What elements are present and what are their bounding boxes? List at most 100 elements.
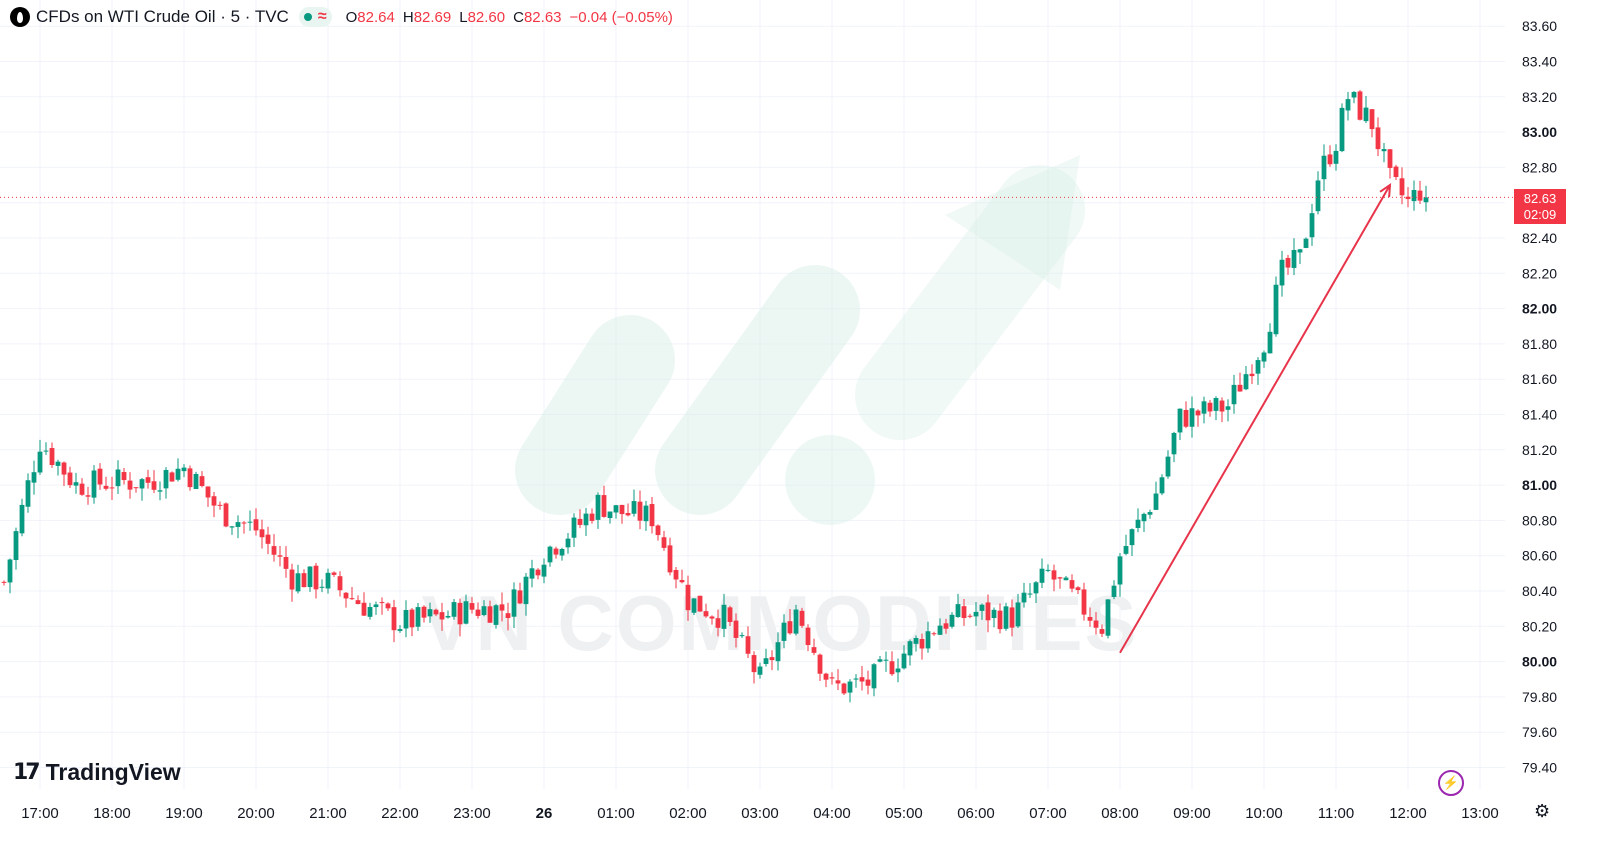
candle-body bbox=[517, 590, 523, 604]
candle-body bbox=[415, 607, 421, 627]
candle-body bbox=[589, 513, 595, 521]
time-tick-label: 21:00 bbox=[309, 805, 347, 822]
candle-body bbox=[967, 615, 973, 617]
candle-body bbox=[31, 472, 37, 483]
candle-body bbox=[1297, 249, 1303, 253]
candle-body bbox=[757, 666, 763, 675]
close-label: C bbox=[513, 8, 524, 26]
tradingview-logo[interactable]: 17 TradingView bbox=[13, 759, 181, 786]
time-tick-label: 04:00 bbox=[813, 805, 851, 822]
candle-body bbox=[1051, 570, 1057, 580]
time-tick-label: 18:00 bbox=[93, 805, 131, 822]
candle-body bbox=[745, 636, 751, 654]
candle-body bbox=[847, 681, 853, 693]
candle-body bbox=[43, 450, 49, 452]
candle-body bbox=[463, 601, 469, 624]
candle-body bbox=[709, 616, 715, 619]
annotation-arrow-line bbox=[1119, 184, 1391, 654]
candle-body bbox=[823, 673, 829, 680]
candle-body bbox=[121, 472, 127, 481]
candle-body bbox=[1225, 406, 1231, 410]
annotation-layer bbox=[1119, 183, 1392, 654]
candle-body bbox=[541, 564, 547, 577]
candle-body bbox=[1129, 529, 1135, 546]
candle-body bbox=[439, 612, 445, 620]
candle-body bbox=[1141, 513, 1147, 522]
candle-body bbox=[481, 606, 487, 616]
gear-icon[interactable]: ⚙ bbox=[1534, 801, 1551, 821]
candle-body bbox=[661, 537, 667, 548]
candle-body bbox=[727, 607, 733, 622]
symbol-title[interactable]: CFDs on WTI Crude Oil · 5 · TVC bbox=[36, 7, 289, 26]
candle-body bbox=[151, 481, 157, 490]
lightning-icon[interactable]: ⚡ bbox=[1438, 770, 1464, 796]
candle-body bbox=[949, 614, 955, 627]
candle-body bbox=[901, 653, 907, 669]
candle-body bbox=[1213, 398, 1219, 411]
close-value: 82.63 bbox=[523, 8, 562, 26]
candle-body bbox=[853, 678, 859, 680]
price-tick-label: 79.60 bbox=[1522, 724, 1557, 740]
candle-body bbox=[577, 518, 583, 525]
candle-body bbox=[1147, 512, 1153, 515]
candle-body bbox=[841, 683, 847, 694]
candle-body bbox=[397, 629, 403, 631]
open-value: 82.64 bbox=[357, 8, 395, 26]
candle-body bbox=[127, 480, 133, 490]
candle-body bbox=[673, 569, 679, 580]
market-open-dot-icon bbox=[303, 13, 312, 21]
candle-body bbox=[241, 522, 247, 524]
price-tick-label: 81.40 bbox=[1522, 407, 1557, 423]
candle-body bbox=[781, 622, 787, 641]
candle-body bbox=[871, 664, 877, 689]
candle-body bbox=[1303, 238, 1309, 248]
candle-body bbox=[1123, 546, 1129, 554]
candle-body bbox=[187, 468, 193, 488]
candle-body bbox=[361, 602, 367, 616]
candle-body bbox=[49, 448, 55, 465]
candle-body bbox=[295, 573, 301, 592]
candle-body bbox=[1057, 577, 1063, 579]
candle-body bbox=[961, 606, 967, 618]
price-tick-label: 82.20 bbox=[1522, 265, 1557, 281]
candle-body bbox=[1243, 374, 1249, 390]
candle-body bbox=[1219, 400, 1225, 412]
candle-body bbox=[103, 485, 109, 489]
candle-body bbox=[115, 469, 121, 487]
tradingview-mark-icon: 17 bbox=[13, 760, 41, 785]
time-tick-label: 13:00 bbox=[1461, 805, 1499, 822]
candle-body bbox=[475, 609, 481, 616]
candle-body bbox=[229, 526, 235, 528]
price-tick-label: 81.20 bbox=[1522, 442, 1557, 458]
candle-body bbox=[1171, 432, 1177, 455]
candle-body bbox=[1417, 190, 1423, 201]
candle-body bbox=[271, 546, 277, 555]
candle-body bbox=[919, 638, 925, 649]
candle-body bbox=[217, 504, 223, 506]
candle-body bbox=[1027, 593, 1033, 595]
price-tick-label: 83.20 bbox=[1522, 89, 1557, 105]
candle-body bbox=[595, 494, 601, 520]
high-label: H bbox=[402, 8, 414, 26]
candle-body bbox=[145, 477, 151, 483]
candle-body bbox=[607, 511, 613, 519]
tradingview-wordmark: TradingView bbox=[45, 759, 181, 785]
candle-body bbox=[385, 603, 391, 609]
candle-body bbox=[1375, 127, 1381, 150]
market-status[interactable]: ≈ bbox=[298, 7, 332, 27]
candle-body bbox=[1393, 166, 1399, 178]
candle-body bbox=[703, 611, 709, 617]
time-tick-label: 26 bbox=[536, 805, 553, 822]
candles bbox=[0, 90, 1514, 703]
candle-body bbox=[1093, 620, 1099, 628]
candle-body bbox=[1339, 107, 1345, 152]
price-tick-label: 81.80 bbox=[1522, 336, 1557, 352]
candle-body bbox=[499, 604, 505, 611]
candle-body bbox=[301, 573, 307, 588]
candle-body bbox=[739, 635, 745, 637]
candle-body bbox=[163, 469, 169, 489]
candle-body bbox=[1045, 569, 1051, 571]
candle-body bbox=[571, 517, 577, 538]
price-tick-label: 82.40 bbox=[1522, 230, 1557, 246]
